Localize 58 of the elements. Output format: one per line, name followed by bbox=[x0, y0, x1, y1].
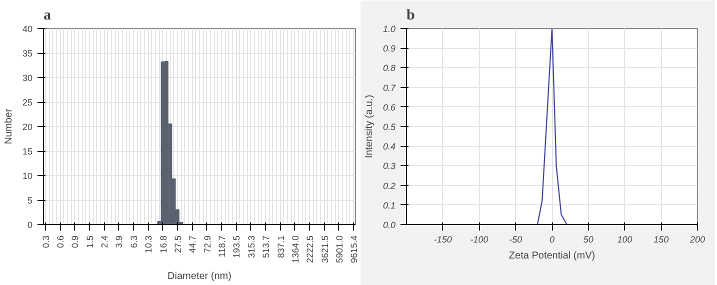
y-tick-label: 30 bbox=[22, 73, 33, 83]
y-axis-title: Intensity (a.u.) bbox=[364, 94, 375, 158]
x-tick-label: 1.5 bbox=[84, 235, 95, 248]
x-tick-label: 150 bbox=[654, 234, 669, 244]
y-tick-label: 0.5 bbox=[382, 122, 396, 132]
y-tick-label: 0 bbox=[27, 220, 33, 230]
x-tick-label: 0.3 bbox=[40, 235, 51, 248]
x-tick-label: 3621.5 bbox=[320, 235, 330, 264]
x-tick-label: 837.1 bbox=[276, 235, 286, 258]
y-tick-label: 25 bbox=[22, 98, 33, 108]
x-tick-label: 10.3 bbox=[144, 235, 154, 254]
x-tick-label: 6.3 bbox=[128, 235, 139, 248]
x-tick-label: 1364.0 bbox=[290, 235, 300, 264]
y-tick-label: 0.1 bbox=[382, 200, 396, 210]
y-tick-label: 0.4 bbox=[382, 142, 396, 152]
y-tick-label: 0.2 bbox=[382, 180, 396, 191]
y-tick-label: 0.0 bbox=[382, 220, 396, 230]
chart-title: b bbox=[406, 8, 415, 24]
y-tick-label: 0.3 bbox=[382, 161, 396, 172]
y-tick-label: 0.7 bbox=[382, 82, 396, 93]
x-tick-label: 44.7 bbox=[188, 235, 198, 254]
y-tick-label: 40 bbox=[22, 24, 33, 34]
x-tick-label: 200 bbox=[688, 234, 706, 244]
y-tick-label: 5 bbox=[27, 196, 33, 206]
x-tick-label: 2222.5 bbox=[305, 235, 316, 264]
y-tick-label: 0.8 bbox=[382, 63, 396, 74]
x-tick-label: -150 bbox=[434, 234, 452, 244]
x-tick-label: -50 bbox=[509, 234, 522, 244]
x-axis-title: Diameter (nm) bbox=[168, 271, 232, 282]
x-axis-title: Zeta Potential (mV) bbox=[508, 250, 596, 262]
y-tick-label: 0.9 bbox=[382, 44, 396, 54]
x-tick-label: 100 bbox=[617, 234, 632, 244]
x-tick-label: 72.9 bbox=[202, 235, 212, 254]
x-tick-label: 50 bbox=[583, 234, 594, 244]
x-tick-label: -100 bbox=[470, 234, 488, 244]
bar bbox=[164, 60, 168, 224]
x-tick-label: 193.5 bbox=[232, 235, 242, 258]
x-tick-label: 0.6 bbox=[56, 235, 66, 248]
chart-title: a bbox=[44, 8, 52, 24]
x-tick-label: 2.4 bbox=[100, 235, 110, 248]
y-axis-title: Number bbox=[3, 108, 14, 144]
x-tick-label: 3.9 bbox=[114, 235, 124, 248]
y-tick-label: 1.0 bbox=[382, 24, 396, 34]
x-tick-label: 315.3 bbox=[246, 235, 256, 258]
x-tick-label: 0 bbox=[549, 234, 555, 244]
line-series bbox=[536, 28, 568, 224]
x-tick-label: 0.9 bbox=[70, 235, 80, 248]
x-tick-label: 9615.4 bbox=[349, 235, 360, 264]
x-tick-label: 16.8 bbox=[158, 235, 168, 254]
y-tick-label: 0.6 bbox=[382, 102, 396, 112]
y-tick-label: 35 bbox=[22, 48, 33, 58]
y-tick-label: 10 bbox=[22, 171, 33, 181]
x-tick-label: 27.5 bbox=[172, 235, 183, 254]
x-tick-label: 118.7 bbox=[217, 235, 228, 258]
y-tick-label: 20 bbox=[22, 122, 33, 132]
x-tick-label: 513.7 bbox=[261, 235, 272, 258]
y-tick-label: 15 bbox=[22, 146, 33, 156]
x-tick-label: 5901.0 bbox=[334, 235, 344, 264]
